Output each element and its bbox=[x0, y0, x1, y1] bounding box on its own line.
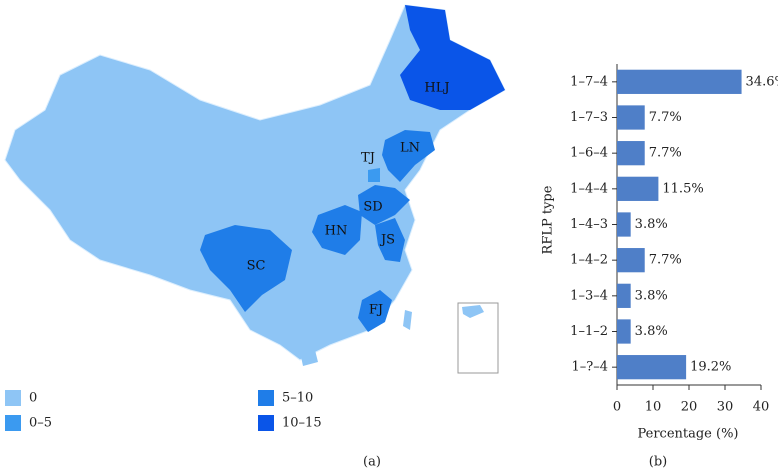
province bbox=[358, 185, 410, 225]
country bbox=[4, 4, 506, 361]
x-tick-label: 0 bbox=[613, 400, 621, 415]
value-label: 3.8% bbox=[635, 217, 668, 232]
value-label: 7.7% bbox=[649, 110, 682, 125]
y-tick-label: 1–3–4 bbox=[570, 288, 608, 303]
legend-swatch bbox=[5, 390, 21, 406]
value-label: 19.2% bbox=[690, 360, 731, 375]
province bbox=[375, 218, 405, 262]
y-axis-label: RFLP type bbox=[541, 185, 556, 254]
x-tick-label: 40 bbox=[753, 400, 770, 415]
province bbox=[312, 205, 362, 255]
bar bbox=[617, 319, 631, 344]
legend-label: 5–10 bbox=[282, 391, 313, 406]
legend-label: 0–5 bbox=[29, 416, 52, 431]
province bbox=[400, 5, 505, 110]
province bbox=[200, 225, 292, 312]
bar bbox=[617, 283, 631, 308]
value-label: 34.6% bbox=[746, 74, 778, 89]
value-label: 7.7% bbox=[649, 146, 682, 161]
bar bbox=[617, 355, 687, 380]
x-tick-label: 10 bbox=[645, 400, 662, 415]
y-tick-label: 1–7–4 bbox=[570, 74, 608, 89]
region-label: HN bbox=[325, 224, 348, 239]
legend-swatch bbox=[5, 415, 21, 431]
y-tick-label: 1–4–2 bbox=[570, 253, 608, 268]
region-label: TJ bbox=[361, 151, 375, 166]
inset-land bbox=[462, 305, 484, 318]
y-tick-label: 1–?–4 bbox=[571, 360, 608, 375]
bar-chart: (b) Percentage (%) RFLP type 0 10 20 30 40 1–… bbox=[541, 64, 778, 470]
caption: (a) bbox=[363, 455, 381, 470]
value-label: 3.8% bbox=[635, 324, 668, 339]
y-tick-label: 1–4–3 bbox=[570, 217, 608, 232]
x-tick-label: 30 bbox=[717, 400, 734, 415]
province bbox=[368, 168, 380, 182]
island bbox=[403, 310, 412, 330]
legend-swatch bbox=[258, 415, 274, 431]
region-label: SC bbox=[247, 259, 266, 274]
bar bbox=[617, 141, 645, 166]
region-label: JS bbox=[379, 233, 395, 248]
bar bbox=[617, 212, 631, 237]
y-tick-label: 1–6–4 bbox=[570, 146, 608, 161]
region-label: HLJ bbox=[424, 81, 449, 96]
region-label: FJ bbox=[369, 303, 383, 318]
island bbox=[300, 350, 318, 366]
province bbox=[382, 130, 435, 182]
caption: (b) bbox=[649, 455, 667, 470]
value-label: 7.7% bbox=[649, 253, 682, 268]
province bbox=[358, 290, 392, 332]
legend-label: 0 bbox=[29, 391, 37, 406]
y-tick-label: 1–1–2 bbox=[570, 324, 608, 339]
region-label: LN bbox=[400, 141, 420, 156]
region-label: SD bbox=[363, 200, 382, 215]
value-label: 3.8% bbox=[635, 288, 668, 303]
value-label: 11.5% bbox=[662, 181, 703, 196]
y-tick-label: 1–4–4 bbox=[570, 181, 608, 196]
x-axis-label: Percentage (%) bbox=[637, 427, 738, 442]
bar bbox=[617, 105, 645, 130]
bar bbox=[617, 69, 742, 94]
legend-swatch bbox=[258, 390, 274, 406]
y-tick-label: 1–7–3 bbox=[570, 110, 608, 125]
bar bbox=[617, 176, 659, 201]
map: HLJ LN TJ SD HN JS SC FJ (a) bbox=[4, 4, 506, 470]
bar bbox=[617, 248, 645, 273]
legend: 0 0–5 5–10 10–15 bbox=[5, 390, 322, 431]
legend-label: 10–15 bbox=[282, 416, 322, 431]
x-tick-label: 20 bbox=[681, 400, 698, 415]
